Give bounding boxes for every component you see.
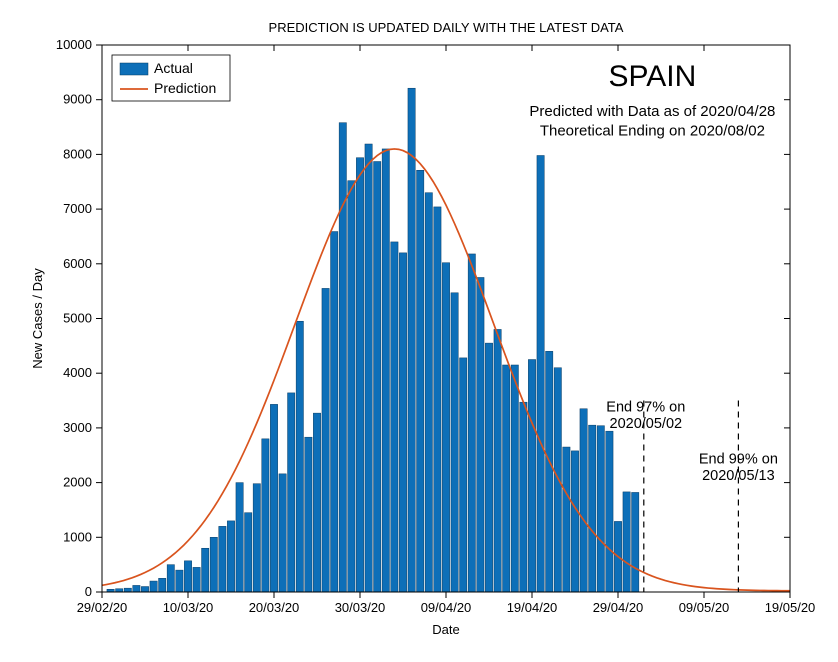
bar [133, 585, 140, 592]
bar [296, 321, 303, 592]
bar [124, 588, 131, 592]
bar [150, 581, 157, 592]
anno-99-line2: 2020/05/13 [702, 468, 775, 484]
bar [374, 162, 381, 592]
bar [399, 253, 406, 592]
legend-label-1: Prediction [154, 80, 216, 96]
bar [494, 329, 501, 592]
bar [245, 513, 252, 592]
bar [511, 365, 518, 592]
bar [537, 155, 544, 592]
bar [141, 587, 148, 592]
legend-label-0: Actual [154, 60, 193, 76]
bar [597, 426, 604, 592]
y-tick-label: 10000 [56, 37, 92, 52]
bar [571, 451, 578, 592]
bar [563, 447, 570, 592]
x-tick-label: 29/04/20 [593, 600, 644, 615]
bar [176, 570, 183, 592]
bar [193, 567, 200, 592]
anno-97-line2: 2020/05/02 [610, 416, 683, 432]
bar [425, 193, 432, 592]
bar [305, 437, 312, 592]
x-tick-label: 30/03/20 [335, 600, 386, 615]
anno-line2: Theoretical Ending on 2020/08/02 [540, 122, 765, 139]
x-tick-label: 19/05/20 [765, 600, 816, 615]
y-tick-label: 2000 [63, 475, 92, 490]
bar [391, 242, 398, 592]
bar [322, 288, 329, 592]
anno-99-line1: End 99% on [699, 451, 778, 467]
bar [356, 158, 363, 592]
bar [210, 537, 217, 592]
bar [434, 207, 441, 592]
country-label: SPAIN [608, 60, 696, 93]
anno-97-line1: End 97% on [606, 399, 685, 415]
bar [202, 548, 209, 592]
x-tick-label: 29/02/20 [77, 600, 128, 615]
y-tick-label: 8000 [63, 146, 92, 161]
legend-swatch-bar [120, 63, 148, 75]
bar [227, 521, 234, 592]
bar [313, 413, 320, 592]
bar [408, 88, 415, 592]
x-tick-label: 10/03/20 [163, 600, 214, 615]
bar [477, 277, 484, 592]
y-tick-label: 3000 [63, 420, 92, 435]
chart-container: 0 1000 2000 3000 4000 5000 6000 7000 8000 9000 100… [0, 0, 838, 662]
bar [468, 254, 475, 592]
bar [167, 565, 174, 592]
bar [554, 368, 561, 592]
bar [159, 578, 166, 592]
bar [485, 343, 492, 592]
bar [262, 439, 269, 592]
bar [528, 360, 535, 592]
anno-line1: Predicted with Data as of 2020/04/28 [529, 103, 775, 120]
chart-svg: 0 1000 2000 3000 4000 5000 6000 7000 8000 9000 100… [0, 0, 838, 662]
bar [279, 474, 286, 592]
x-tick-label: 19/04/20 [507, 600, 558, 615]
bar [365, 144, 372, 592]
bar [253, 484, 260, 592]
y-tick-label: 9000 [63, 92, 92, 107]
chart-title: PREDICTION IS UPDATED DAILY WITH THE LAT… [269, 20, 624, 35]
bar [270, 404, 277, 592]
bar [632, 492, 639, 592]
y-tick-label: 1000 [63, 529, 92, 544]
bar [236, 483, 243, 592]
bar [623, 492, 630, 592]
x-tick-label: 20/03/20 [249, 600, 300, 615]
bar [546, 351, 553, 592]
bar [288, 393, 295, 592]
y-axis-label: New Cases / Day [30, 268, 45, 369]
bar [520, 402, 527, 592]
x-tick-label: 09/05/20 [679, 600, 730, 615]
y-tick-label: 5000 [63, 311, 92, 326]
x-axis-label: Date [432, 622, 459, 637]
bar [219, 526, 226, 592]
bar [331, 232, 338, 592]
y-tick-label: 7000 [63, 201, 92, 216]
y-tick-label: 4000 [63, 365, 92, 380]
y-tick-label: 6000 [63, 256, 92, 271]
y-tick-label: 0 [85, 584, 92, 599]
bar [417, 170, 424, 592]
bar [442, 263, 449, 592]
bar [589, 425, 596, 592]
x-tick-label: 09/04/20 [421, 600, 472, 615]
bar [382, 149, 389, 592]
bar [339, 123, 346, 592]
bar [580, 409, 587, 592]
bar [184, 561, 191, 592]
bar [460, 358, 467, 592]
bar [503, 365, 510, 592]
bar [606, 431, 613, 592]
bar [348, 181, 355, 592]
bar [451, 293, 458, 592]
